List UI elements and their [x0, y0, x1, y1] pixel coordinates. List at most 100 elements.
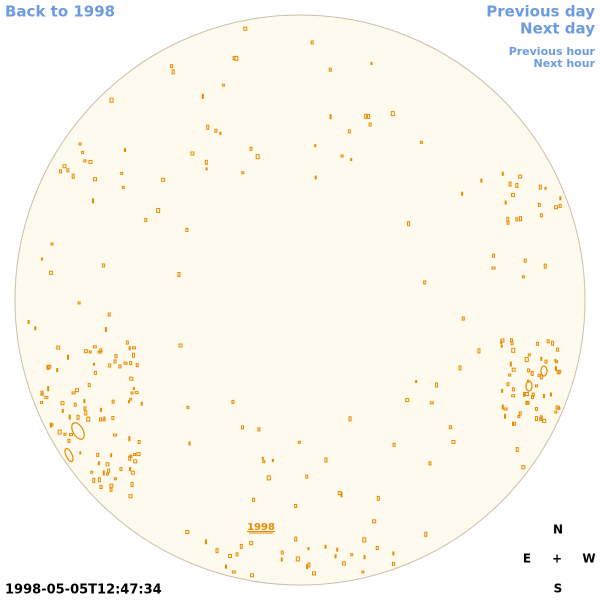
region-speck	[234, 55, 239, 61]
region-speck	[241, 425, 245, 430]
region-speck	[108, 363, 112, 368]
region-speck	[102, 470, 105, 476]
region-speck	[546, 339, 550, 344]
region-speck	[370, 61, 373, 65]
region-speck	[347, 129, 351, 134]
region-speck	[90, 470, 94, 474]
region-speck	[506, 382, 510, 387]
region-speck	[392, 442, 396, 447]
region-speck	[92, 177, 97, 182]
region-speck	[350, 553, 354, 557]
region-speck	[63, 432, 67, 436]
region-speck	[361, 570, 365, 574]
region-speck	[34, 326, 37, 331]
region-speck	[128, 494, 133, 499]
region-speck	[544, 359, 548, 364]
region-speck	[537, 202, 541, 207]
timestamp: 1998-05-05T12:47:34	[5, 583, 162, 598]
region-speck	[83, 399, 86, 404]
region-speck	[500, 344, 503, 348]
region-speck	[305, 474, 309, 479]
region-speck	[186, 405, 190, 409]
previous-hour-link[interactable]: Previous hour	[509, 45, 596, 58]
region-speck	[113, 477, 117, 481]
region-speck	[376, 495, 380, 501]
region-speck	[76, 414, 80, 420]
region-speck	[178, 343, 183, 348]
region-speck	[363, 555, 366, 560]
region-speck	[97, 477, 101, 483]
region-speck	[511, 387, 515, 392]
region-speck	[540, 356, 543, 361]
region-speck	[243, 26, 248, 31]
region-speck	[68, 414, 71, 420]
region-speck	[415, 380, 418, 384]
region-speck	[128, 455, 132, 461]
next-hour-link[interactable]: Next hour	[534, 57, 596, 70]
region-speck	[294, 536, 298, 542]
region-speck	[228, 554, 233, 559]
region-speck	[542, 394, 545, 399]
region-speck	[518, 411, 522, 416]
region-speck	[171, 69, 175, 75]
region-speck	[224, 564, 227, 569]
region-speck	[340, 492, 343, 498]
region-speck	[99, 348, 103, 353]
region-speck	[111, 415, 115, 420]
region-speck	[341, 561, 346, 566]
back-link[interactable]: Back to 1998	[5, 3, 115, 21]
region-speck	[367, 113, 371, 119]
region-speck	[206, 124, 210, 130]
region-speck	[156, 207, 161, 213]
region-speck	[262, 460, 266, 464]
region-speck	[91, 198, 94, 204]
region-speck	[392, 551, 395, 556]
region-speck	[87, 383, 91, 388]
region-speck	[69, 433, 74, 437]
region-speck	[362, 537, 367, 543]
previous-day-link[interactable]: Previous day	[486, 3, 595, 21]
region-speck	[535, 406, 539, 411]
region-speck	[129, 376, 134, 381]
region-speck	[521, 465, 526, 470]
region-speck	[99, 417, 103, 422]
region-speck	[549, 392, 552, 397]
region-speck	[71, 391, 76, 395]
region-speck	[123, 361, 128, 365]
region-speck	[56, 345, 61, 350]
region-speck	[110, 453, 113, 458]
region-speck	[255, 154, 260, 160]
region-speck	[241, 171, 245, 175]
region-speck	[544, 186, 547, 190]
region-speck	[534, 416, 538, 422]
solar-disk	[14, 14, 586, 586]
region-speck	[61, 408, 64, 413]
region-speck	[88, 350, 92, 354]
region-speck	[530, 395, 534, 400]
region-speck	[204, 539, 207, 545]
region-speck	[543, 263, 547, 269]
region-speck	[510, 341, 514, 346]
region-speck	[556, 347, 560, 352]
region-speck	[266, 475, 271, 481]
region-speck	[83, 349, 88, 354]
disk-year-label[interactable]: 1998	[247, 522, 275, 533]
region-speck	[135, 363, 139, 368]
region-speck	[559, 196, 562, 201]
region-speck	[526, 401, 530, 405]
region-speck	[93, 370, 97, 375]
region-speck	[111, 399, 115, 404]
region-speck	[492, 253, 496, 258]
next-day-link[interactable]: Next day	[520, 20, 595, 38]
region-speck	[239, 543, 243, 549]
region-speck	[129, 467, 132, 472]
region-speck	[56, 368, 59, 373]
region-speck	[512, 422, 515, 427]
region-speck	[524, 357, 529, 363]
region-speck	[508, 373, 512, 377]
region-speck	[86, 416, 91, 422]
region-speck	[88, 159, 93, 164]
region-speck	[558, 369, 562, 374]
region-speck	[105, 462, 110, 467]
region-speck	[523, 258, 527, 263]
